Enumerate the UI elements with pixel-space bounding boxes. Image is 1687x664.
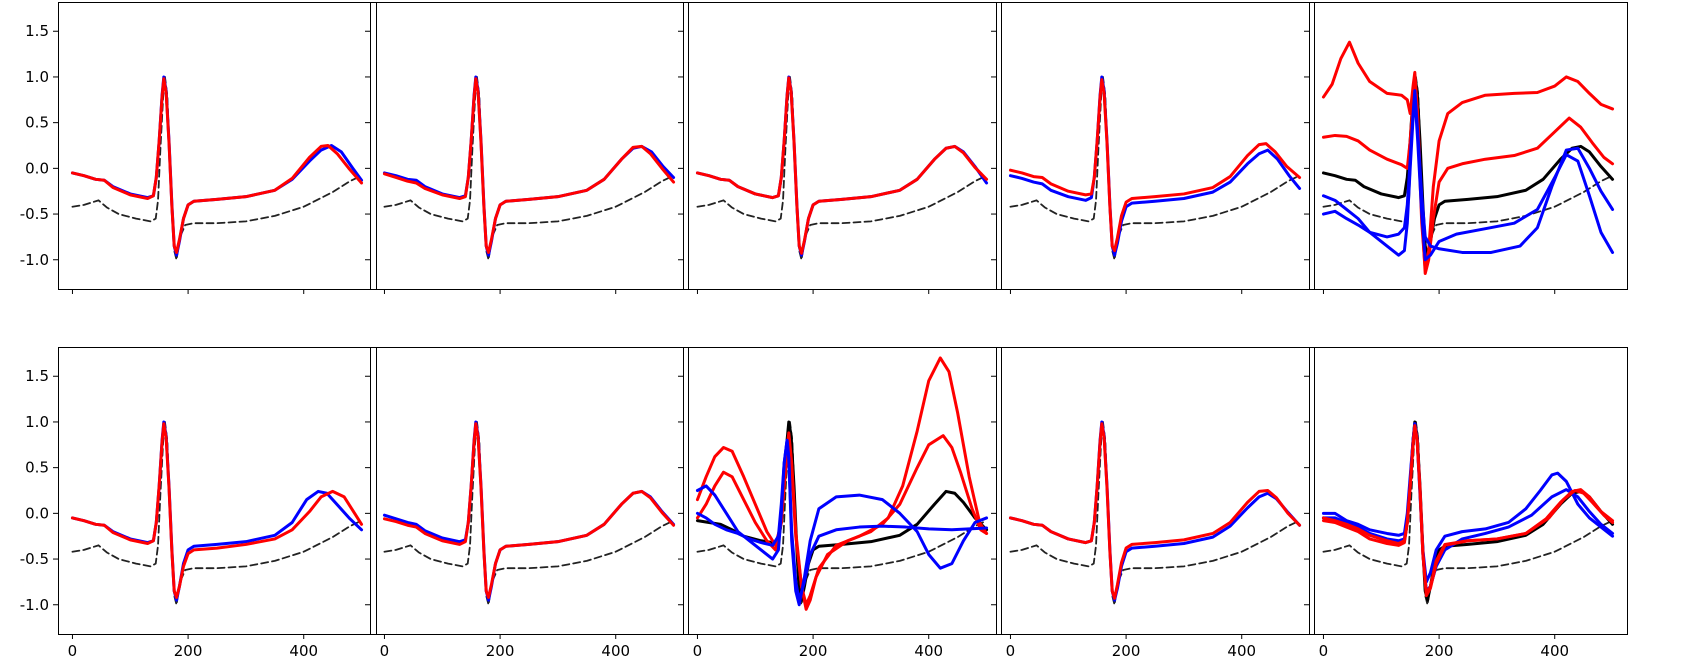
subplot-7: 0 200 400 xyxy=(365,347,689,660)
y-tick-label: -1.0 xyxy=(20,596,49,614)
series-red-line-2 xyxy=(382,77,676,254)
x-tick-label: 0 xyxy=(1006,642,1016,660)
series-red-line-3 xyxy=(1321,73,1615,275)
axes-frame xyxy=(683,2,1002,290)
series-blue-line-1 xyxy=(1008,75,1302,257)
series-red-line-2 xyxy=(695,76,989,255)
plot-area xyxy=(70,75,364,261)
reference-dashed-line xyxy=(71,421,363,606)
series-blue-line-1 xyxy=(70,420,364,602)
series-blue-line-1 xyxy=(70,75,364,257)
plot-area xyxy=(1008,420,1302,606)
subplot-4 xyxy=(991,2,1315,294)
y-tick-label: 0.0 xyxy=(25,159,49,177)
plot-area xyxy=(1321,40,1615,275)
reference-dashed-line xyxy=(71,76,363,261)
x-tick-label: 400 xyxy=(1540,642,1569,660)
subplot-9: 0 200 400 xyxy=(991,347,1315,660)
y-tick-label: 1.5 xyxy=(25,22,49,40)
subplot-2 xyxy=(365,2,689,294)
subplot-8: 0 200 400 xyxy=(678,347,1002,660)
series-red-line-2 xyxy=(70,422,364,599)
x-tick-label: 400 xyxy=(601,642,630,660)
axes-frame xyxy=(1309,2,1628,290)
series-red-line-4 xyxy=(1321,425,1615,598)
plot-area xyxy=(382,75,676,261)
series-black-line-1 xyxy=(1321,420,1615,602)
series-blue-line-4 xyxy=(695,438,989,607)
axes-frame xyxy=(996,2,1315,290)
series-blue-line-1 xyxy=(695,75,989,257)
y-tick-label: 1.0 xyxy=(25,68,49,86)
series-red-line-2 xyxy=(695,356,989,611)
series-blue-line-1 xyxy=(1008,420,1302,602)
subplot-10: 0 200 400 xyxy=(1304,347,1628,660)
x-tick-label: 0 xyxy=(1319,642,1329,660)
x-tick-label: 0 xyxy=(68,642,78,660)
x-tick-label: 200 xyxy=(1112,642,1141,660)
reference-dashed-line xyxy=(696,421,988,606)
axes-frame xyxy=(683,347,1002,635)
plot-area xyxy=(695,75,989,261)
x-tick-label: 0 xyxy=(693,642,703,660)
axes-frame xyxy=(58,347,377,635)
x-tick-label: 400 xyxy=(1227,642,1256,660)
reference-dashed-line xyxy=(383,421,675,606)
series-red-line-2 xyxy=(1008,78,1302,253)
y-tick-label: 0.0 xyxy=(25,504,49,522)
series-red-line-2 xyxy=(70,77,364,254)
y-tick-label: 0.5 xyxy=(25,459,49,477)
axes-frame xyxy=(996,347,1315,635)
x-tick-label: 400 xyxy=(289,642,318,660)
axes-frame xyxy=(370,347,689,635)
reference-dashed-line xyxy=(1322,421,1614,606)
y-tick-label: -0.5 xyxy=(20,205,49,223)
series-blue-line-1 xyxy=(382,75,676,257)
series-red-line-2 xyxy=(1008,422,1302,600)
subplot-5 xyxy=(1304,2,1628,294)
plot-area xyxy=(695,356,989,611)
axes-frame xyxy=(1309,347,1628,635)
plot-area xyxy=(1008,75,1302,261)
series-black-line-1 xyxy=(695,420,989,602)
axes-frame xyxy=(370,2,689,290)
y-tick-label: -1.0 xyxy=(20,251,49,269)
x-tick-label: 200 xyxy=(174,642,203,660)
series-blue-line-1 xyxy=(382,420,676,602)
reference-dashed-line xyxy=(1322,76,1614,261)
x-tick-label: 0 xyxy=(380,642,390,660)
plot-area xyxy=(1321,420,1615,606)
x-tick-label: 200 xyxy=(486,642,515,660)
subplot-6: -1.0 -0.5 0.0 0.5 1.0 1.5 0 200 400 xyxy=(20,347,377,660)
y-tick-label: 0.5 xyxy=(25,114,49,132)
reference-dashed-line xyxy=(383,76,675,261)
axes-frame xyxy=(58,2,377,290)
series-blue-line-3 xyxy=(1321,422,1615,593)
series-red-line-5 xyxy=(1321,424,1615,596)
y-tick-label: 1.5 xyxy=(25,367,49,385)
reference-dashed-line xyxy=(1009,421,1301,606)
x-tick-label: 200 xyxy=(799,642,828,660)
y-tick-label: -0.5 xyxy=(20,550,49,568)
series-blue-line-5 xyxy=(695,438,989,602)
subplot-3 xyxy=(678,2,1002,294)
series-blue-line-5 xyxy=(1321,89,1615,254)
series-red-line-3 xyxy=(695,434,989,607)
reference-dashed-line xyxy=(696,76,988,261)
y-tick-label: 1.0 xyxy=(25,413,49,431)
x-tick-label: 400 xyxy=(914,642,943,660)
reference-dashed-line xyxy=(1009,76,1301,261)
subplot-1: -1.0 -0.5 0.0 0.5 1.0 1.5 xyxy=(20,2,377,294)
x-tick-label: 200 xyxy=(1425,642,1454,660)
series-red-line-2 xyxy=(382,422,676,599)
plot-area xyxy=(70,420,364,606)
plot-area xyxy=(382,420,676,606)
